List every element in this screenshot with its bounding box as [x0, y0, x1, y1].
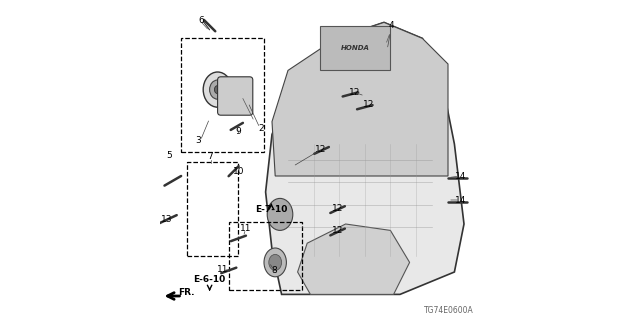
Text: 11: 11 [218, 265, 228, 274]
Text: 13: 13 [161, 215, 173, 224]
Text: FR.: FR. [179, 288, 195, 297]
Bar [187, 162, 238, 256]
Ellipse shape [268, 198, 293, 230]
Text: 12: 12 [364, 100, 374, 108]
Ellipse shape [204, 72, 232, 107]
Text: 2: 2 [258, 124, 264, 132]
Ellipse shape [269, 254, 282, 270]
Text: 7: 7 [208, 152, 213, 161]
Text: 12: 12 [332, 204, 343, 212]
Text: 8: 8 [272, 266, 277, 275]
Text: 3: 3 [196, 136, 201, 145]
Bar [229, 222, 303, 290]
Text: 6: 6 [199, 16, 204, 25]
Polygon shape [298, 224, 410, 294]
Text: 14: 14 [454, 196, 466, 204]
Text: 14: 14 [454, 172, 466, 180]
Text: 12: 12 [332, 226, 343, 235]
Text: 5: 5 [166, 151, 172, 160]
Ellipse shape [264, 248, 287, 277]
Text: E-7-10: E-7-10 [255, 205, 287, 214]
FancyBboxPatch shape [218, 77, 253, 115]
Text: 9: 9 [236, 127, 241, 136]
Text: TG74E0600A: TG74E0600A [424, 306, 474, 315]
Ellipse shape [210, 80, 226, 99]
Text: 4: 4 [388, 21, 394, 30]
Bar [181, 38, 264, 152]
Ellipse shape [214, 86, 221, 94]
Polygon shape [272, 22, 448, 176]
Text: 11: 11 [240, 224, 252, 233]
Text: E-6-10: E-6-10 [193, 276, 226, 284]
Text: HONDA: HONDA [340, 45, 370, 51]
Text: 12: 12 [349, 88, 360, 97]
Text: 10: 10 [233, 167, 244, 176]
Polygon shape [266, 22, 464, 294]
Text: 12: 12 [315, 145, 326, 154]
Bar [320, 26, 390, 70]
